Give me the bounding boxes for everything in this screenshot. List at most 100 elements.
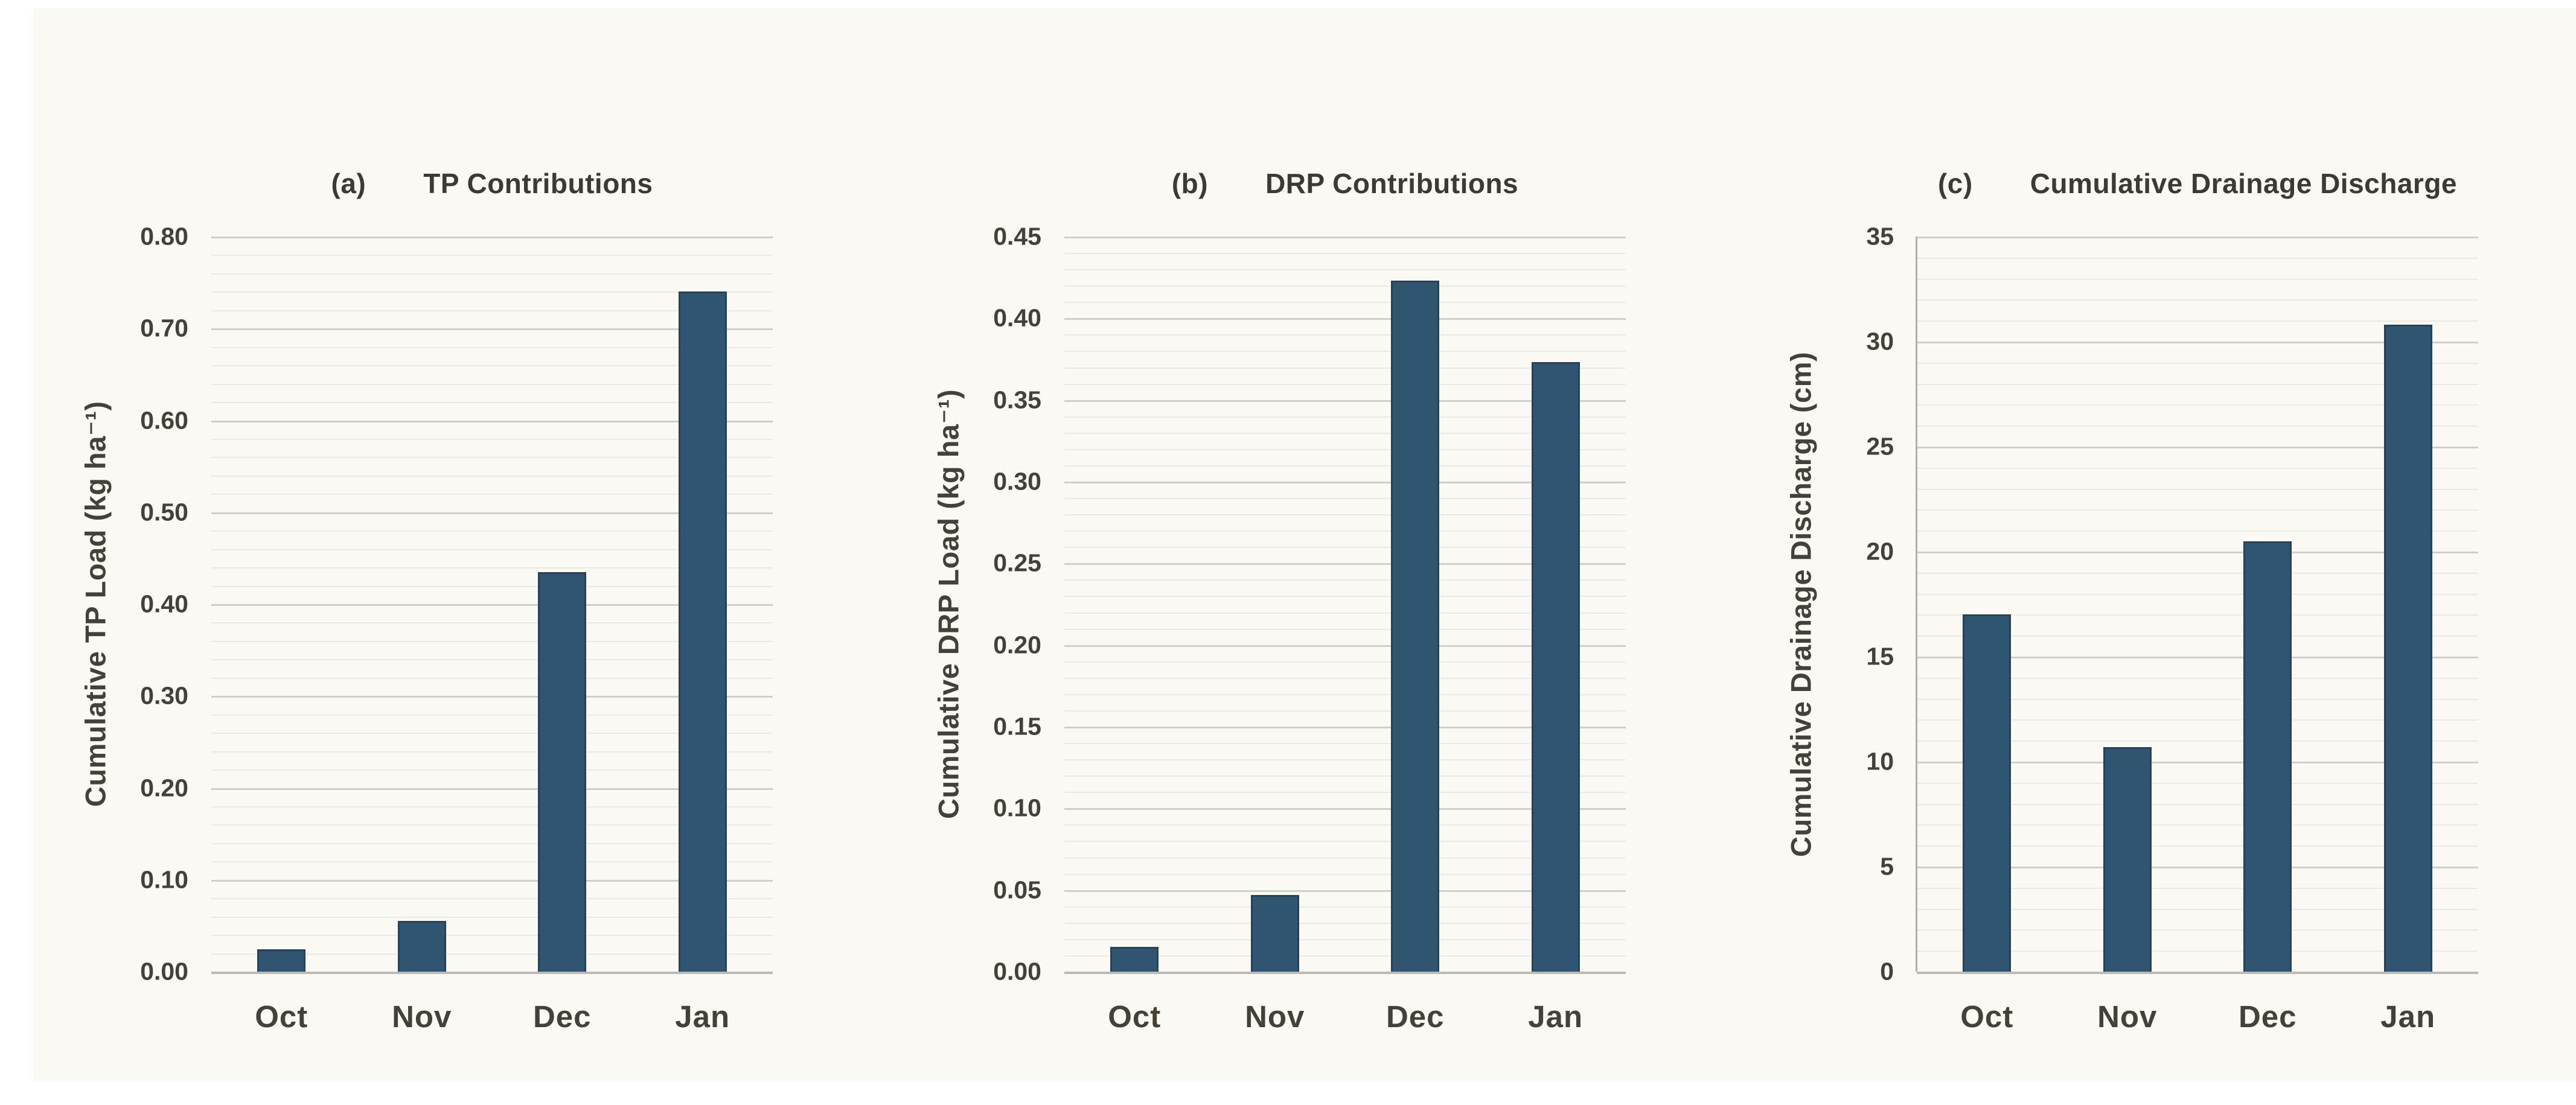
page-margin-top	[0, 0, 2576, 8]
y-tick-label: 0.40	[140, 590, 188, 618]
x-axis-labels: Oct Nov Dec Jan	[211, 999, 773, 1041]
minor-gridline	[1064, 530, 1626, 532]
minor-gridline	[211, 494, 773, 495]
minor-gridline	[1917, 299, 2478, 301]
chart-title-row: (c) Cumulative Drainage Discharge	[1917, 158, 2478, 209]
major-gridline	[1064, 727, 1626, 728]
minor-gridline	[211, 291, 773, 293]
y-tick-label: 25	[1866, 432, 1894, 460]
minor-gridline	[211, 549, 773, 550]
y-tick-label: 10	[1866, 747, 1894, 775]
minor-gridline	[1917, 719, 2478, 721]
minor-gridline	[1064, 285, 1626, 287]
minor-gridline	[211, 751, 773, 753]
y-axis-title: Cumulative TP Load (kg ha⁻¹)	[79, 401, 112, 807]
minor-gridline	[1064, 269, 1626, 271]
chart-title-row: (a) TP Contributions	[211, 158, 773, 209]
minor-gridline	[1917, 530, 2478, 532]
major-gridline	[211, 879, 773, 882]
minor-gridline	[1064, 743, 1626, 745]
minor-gridline	[1064, 759, 1626, 761]
minor-gridline	[211, 438, 773, 440]
minor-gridline	[211, 677, 773, 679]
minor-gridline	[211, 457, 773, 459]
minor-gridline	[1917, 488, 2478, 490]
minor-gridline	[1064, 498, 1626, 500]
y-axis-title: Cumulative DRP Load (kg ha⁻¹)	[932, 389, 965, 820]
bar-nov	[1250, 894, 1299, 972]
x-axis-labels: Oct Nov Dec Jan	[1917, 999, 2478, 1041]
minor-gridline	[1917, 782, 2478, 784]
minor-gridline	[211, 935, 773, 937]
minor-gridline	[211, 861, 773, 863]
x-tick-label-dec: Dec	[1385, 999, 1445, 1034]
y-axis-title: Cumulative Drainage Discharge (cm)	[1785, 351, 1817, 857]
minor-gridline	[1064, 579, 1626, 581]
major-gridline	[1064, 645, 1626, 647]
minor-gridline	[1064, 693, 1626, 695]
y-tick-label: 0.50	[140, 498, 188, 526]
plot-area: 0.45 0.40 0.35 0.30 0.25 0.20 0.15 0.10 0.05 0.00	[993, 223, 1626, 986]
page-margin-left	[0, 0, 33, 1105]
minor-gridline	[1917, 740, 2478, 742]
y-tick-label: 0.00	[140, 957, 188, 986]
x-tick-label-nov: Nov	[2097, 999, 2158, 1034]
chart-title: DRP Contributions	[1265, 168, 1519, 199]
minor-gridline	[1064, 955, 1626, 957]
minor-gridline	[1064, 432, 1626, 434]
major-gridline	[211, 604, 773, 606]
y-tick-label: 0.45	[993, 222, 1041, 250]
major-gridline	[1064, 237, 1626, 238]
minor-gridline	[211, 898, 773, 900]
minor-gridline	[1064, 906, 1626, 908]
major-gridline	[1064, 563, 1626, 565]
bar-nov	[397, 921, 446, 972]
bar-dec	[1391, 281, 1440, 972]
y-tick-label: 0.10	[993, 794, 1041, 822]
x-tick-label-jan: Jan	[2380, 999, 2436, 1034]
minor-gridline	[1917, 383, 2478, 385]
major-gridline	[1917, 762, 2478, 763]
minor-gridline	[1917, 614, 2478, 616]
minor-gridline	[1064, 334, 1626, 336]
x-axis-labels: Oct Nov Dec Jan	[1064, 999, 1626, 1041]
panel-label: (c)	[1937, 168, 1973, 199]
bar-jan	[678, 291, 727, 972]
minor-gridline	[211, 733, 773, 734]
major-gridline	[211, 512, 773, 514]
chart-title: Cumulative Drainage Discharge	[2030, 168, 2458, 199]
minor-gridline	[1064, 367, 1626, 369]
minor-gridline	[1917, 635, 2478, 637]
x-tick-label-oct: Oct	[1960, 999, 2014, 1034]
minor-gridline	[1917, 320, 2478, 322]
minor-gridline	[1917, 803, 2478, 805]
major-gridline	[211, 420, 773, 422]
minor-gridline	[1917, 257, 2478, 259]
y-axis-line	[1916, 237, 1917, 972]
minor-gridline	[1917, 593, 2478, 595]
y-tick-label: 0.60	[140, 406, 188, 434]
minor-gridline	[1064, 351, 1626, 352]
bar-dec	[2243, 541, 2292, 972]
x-tick-label-oct: Oct	[255, 999, 308, 1034]
minor-gridline	[1064, 841, 1626, 842]
panel-label: (b)	[1171, 168, 1209, 199]
y-tick-label: 5	[1880, 852, 1894, 880]
minor-gridline	[1064, 628, 1626, 630]
minor-gridline	[1064, 938, 1626, 940]
y-tick-label: 0.35	[993, 386, 1041, 414]
major-gridline	[1064, 808, 1626, 810]
y-tick-label: 0.30	[140, 681, 188, 710]
minor-gridline	[1917, 951, 2478, 952]
major-gridline	[211, 788, 773, 790]
minor-gridline	[1917, 509, 2478, 511]
minor-gridline	[211, 365, 773, 367]
minor-gridline	[1064, 824, 1626, 826]
panel-label: (a)	[331, 168, 366, 199]
bar-oct	[1963, 614, 2012, 972]
minor-gridline	[1917, 824, 2478, 826]
y-tick-label: 20	[1866, 537, 1894, 565]
bar-oct	[1110, 947, 1159, 972]
minor-gridline	[1917, 278, 2478, 280]
